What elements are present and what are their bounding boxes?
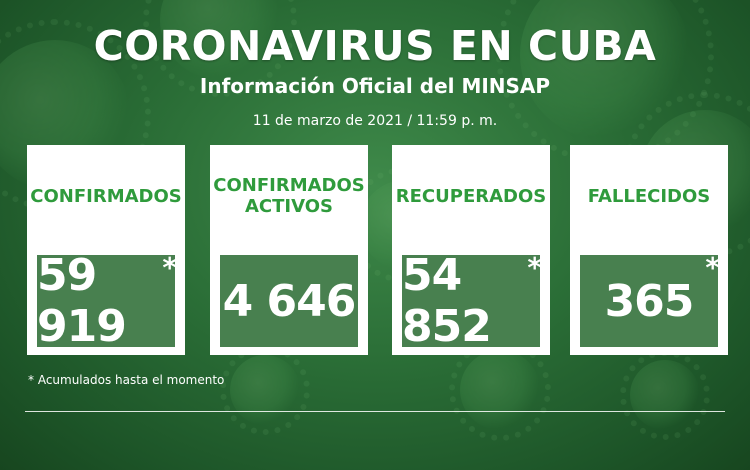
stat-label: CONFIRMADOS ACTIVOS (213, 175, 365, 217)
stat-value-box: 365 * (580, 251, 720, 347)
stat-value-box: 4 646 (220, 255, 358, 347)
stat-card-body: 4 646 (210, 247, 368, 355)
virus-decoration-icon (220, 345, 310, 435)
stat-label: FALLECIDOS (587, 185, 711, 207)
stat-card-header: CONFIRMADOS (27, 145, 185, 247)
stat-card-body: 365 * (570, 247, 728, 355)
stat-label: RECUPERADOS (395, 185, 547, 207)
stat-card-fallecidos: FALLECIDOS 365 * (570, 145, 728, 355)
stat-value: 59 919 (37, 250, 127, 352)
stat-value: 365 (604, 275, 695, 327)
page-subtitle: Información Oficial del MINSAP (199, 74, 551, 98)
report-date: 11 de marzo de 2021 / 11:59 p. m. (252, 113, 498, 129)
stat-card-confirmados: CONFIRMADOS 59 919 * (27, 145, 185, 355)
stat-value: 54 852 (402, 250, 492, 352)
stat-value: 4 646 (222, 275, 357, 327)
stat-label: CONFIRMADOS (30, 185, 182, 207)
page-title: CORONAVIRUS EN CUBA (93, 22, 657, 70)
virus-decoration-icon (620, 350, 710, 440)
virus-decoration-icon (143, 0, 297, 97)
stat-card-header: CONFIRMADOS ACTIVOS (210, 145, 368, 247)
asterisk-marker: * (705, 251, 720, 284)
footnote: * Acumulados hasta el momento (28, 373, 225, 387)
stat-card-recuperados: RECUPERADOS 54 852 * (392, 145, 550, 355)
stat-value-box: 54 852 * (402, 250, 542, 352)
stat-card-confirmados-activos: CONFIRMADOS ACTIVOS 4 646 (210, 145, 368, 355)
asterisk-marker: * (162, 251, 177, 284)
stat-card-body: 59 919 * (27, 247, 185, 355)
divider (25, 411, 725, 412)
stat-card-header: FALLECIDOS (570, 145, 728, 247)
stat-value-box: 59 919 * (37, 250, 177, 352)
stat-card-header: RECUPERADOS (392, 145, 550, 247)
virus-decoration-icon (448, 338, 552, 442)
asterisk-marker: * (527, 251, 542, 284)
stat-card-body: 54 852 * (392, 247, 550, 355)
